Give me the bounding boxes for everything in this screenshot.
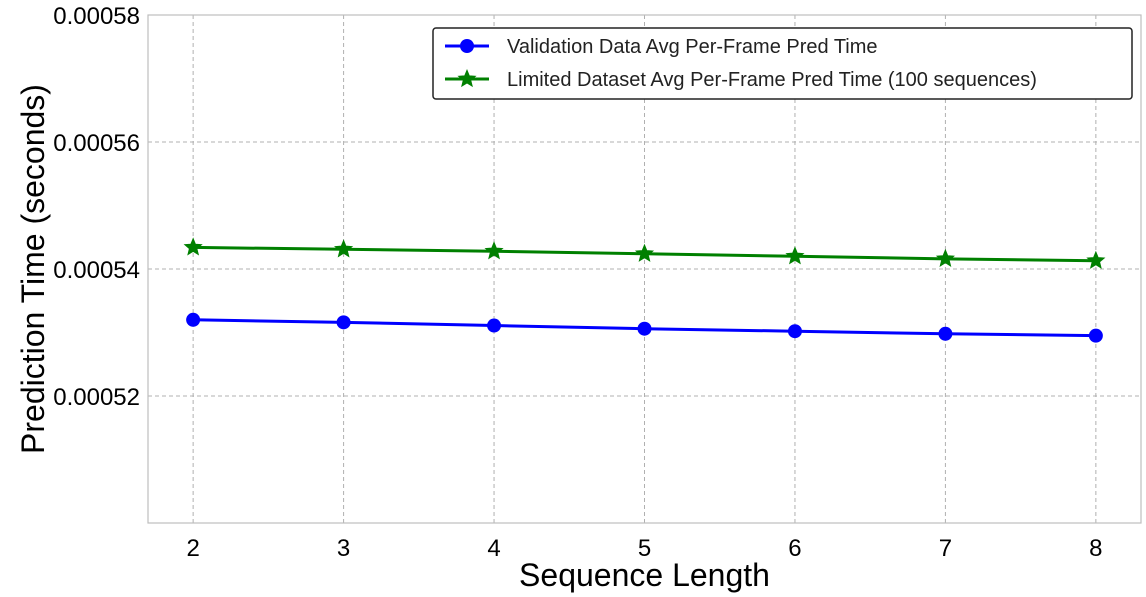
x-tick-label: 3 — [337, 535, 350, 562]
legend-box — [432, 27, 1133, 100]
data-point — [487, 318, 502, 333]
plot-frame — [147, 14, 1142, 524]
legend-item: Limited Dataset Avg Per-Frame Pred Time … — [445, 68, 1037, 91]
y-axis-ticks: 0.00052 0.00054 0.00056 0.00058 — [53, 3, 140, 411]
y-tick-label: 0.00052 — [53, 384, 140, 411]
data-point — [637, 321, 652, 336]
y-tick-label: 0.00056 — [53, 130, 140, 157]
x-axis-label: Sequence Length — [519, 557, 770, 593]
data-point — [1086, 250, 1106, 269]
legend-label: Limited Dataset Avg Per-Frame Pred Time … — [507, 69, 1037, 91]
series-1 — [183, 237, 1106, 269]
legend-item: Validation Data Avg Per-Frame Pred Time — [445, 36, 878, 58]
x-tick-label: 6 — [788, 535, 801, 562]
x-tick-label: 8 — [1089, 535, 1102, 562]
data-point — [334, 239, 354, 258]
data-point — [1088, 328, 1103, 343]
x-tick-label: 5 — [638, 535, 651, 562]
legend-marker — [457, 68, 477, 88]
data-point — [336, 315, 351, 330]
series-layer — [183, 237, 1106, 343]
x-tick-label: 2 — [186, 535, 199, 562]
data-point — [484, 241, 504, 260]
data-point — [935, 248, 955, 267]
x-tick-label: 7 — [939, 535, 952, 562]
legend-label: Validation Data Avg Per-Frame Pred Time — [507, 36, 878, 58]
legend-marker — [460, 39, 474, 53]
data-point — [785, 246, 805, 265]
y-tick-label: 0.00054 — [53, 257, 140, 284]
data-point — [186, 312, 201, 327]
series-0 — [186, 312, 1103, 343]
data-point — [938, 326, 953, 341]
data-point — [183, 237, 203, 256]
x-axis-ticks: 2 3 4 5 6 7 8 — [186, 535, 1102, 562]
data-point — [634, 243, 655, 262]
legend-items: Validation Data Avg Per-Frame Pred Time L… — [445, 36, 1037, 91]
y-axis-label: Prediction Time (seconds) — [15, 84, 51, 454]
x-tick-label: 4 — [487, 535, 500, 562]
y-tick-label: 0.00058 — [53, 3, 140, 30]
data-point — [787, 324, 802, 339]
legend: Validation Data Avg Per-Frame Pred Time L… — [432, 27, 1133, 100]
